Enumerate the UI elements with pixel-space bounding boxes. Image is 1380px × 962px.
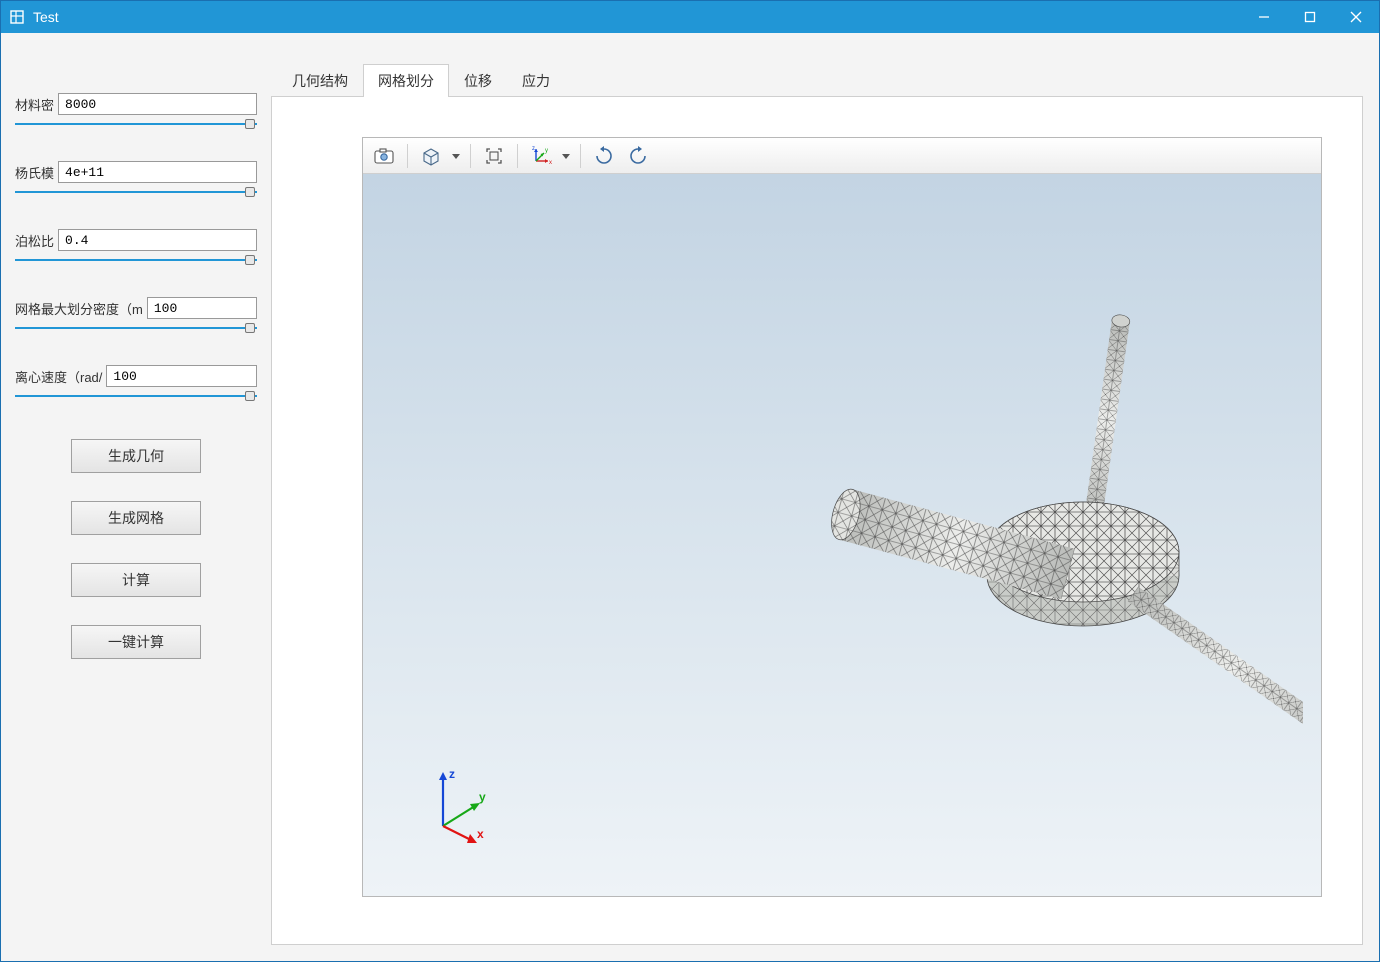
- rotate-cw-icon[interactable]: [589, 142, 619, 170]
- mesh-max-density-input[interactable]: [147, 297, 257, 319]
- tab-geometry[interactable]: 几何结构: [277, 64, 363, 97]
- app-window: Test 材料密 杨氏模: [0, 0, 1380, 962]
- svg-text:y: y: [545, 148, 548, 154]
- material-density-label: 材料密: [15, 95, 54, 114]
- tab-mesh[interactable]: 网格划分: [363, 64, 449, 97]
- toolbar-separator: [470, 144, 471, 168]
- param-centrifugal-speed: 离心速度（rad/: [15, 365, 257, 387]
- param-youngs-modulus: 杨氏模: [15, 161, 257, 183]
- axis-triad-icon[interactable]: x z y: [526, 142, 556, 170]
- window-title: Test: [33, 9, 59, 25]
- view-cube-icon[interactable]: [416, 142, 446, 170]
- param-material-density: 材料密: [15, 93, 257, 115]
- 3d-viewer: x z y: [362, 137, 1322, 897]
- mesh-max-density-slider[interactable]: [15, 321, 257, 335]
- compute-button[interactable]: 计算: [71, 563, 201, 597]
- main-content: 几何结构 网格划分 位移 应力: [271, 33, 1379, 961]
- youngs-modulus-slider[interactable]: [15, 185, 257, 199]
- axis-dropdown-icon[interactable]: [560, 142, 572, 170]
- rotate-ccw-icon[interactable]: [623, 142, 653, 170]
- orientation-triad-icon: z y x: [423, 766, 503, 846]
- maximize-button[interactable]: [1287, 1, 1333, 33]
- parameter-panel: 材料密 杨氏模 泊松比: [1, 33, 271, 961]
- mesh-model: [623, 294, 1303, 834]
- youngs-modulus-input[interactable]: [58, 161, 257, 183]
- svg-text:z: z: [532, 146, 535, 152]
- tab-content: x z y: [271, 97, 1363, 945]
- centrifugal-speed-slider[interactable]: [15, 389, 257, 403]
- tabbar: 几何结构 网格划分 位移 应力: [271, 63, 1363, 97]
- mesh-max-density-label: 网格最大划分密度（m: [15, 299, 143, 318]
- centrifugal-speed-input[interactable]: [106, 365, 257, 387]
- centrifugal-speed-label: 离心速度（rad/: [15, 367, 102, 386]
- youngs-modulus-label: 杨氏模: [15, 163, 54, 182]
- material-density-input[interactable]: [58, 93, 257, 115]
- tab-displacement[interactable]: 位移: [449, 64, 507, 97]
- generate-geometry-button[interactable]: 生成几何: [71, 439, 201, 473]
- toolbar-separator: [407, 144, 408, 168]
- triad-z-label: z: [449, 767, 455, 781]
- toolbar-separator: [580, 144, 581, 168]
- param-poisson-ratio: 泊松比: [15, 229, 257, 251]
- triad-y-label: y: [479, 790, 486, 804]
- titlebar: Test: [1, 1, 1379, 33]
- svg-text:x: x: [549, 160, 552, 166]
- toolbar-separator: [517, 144, 518, 168]
- viewer-toolbar: x z y: [363, 138, 1321, 174]
- app-icon: [9, 9, 25, 25]
- view-cube-dropdown-icon[interactable]: [450, 142, 462, 170]
- one-click-compute-button[interactable]: 一键计算: [71, 625, 201, 659]
- poisson-ratio-label: 泊松比: [15, 231, 54, 250]
- snapshot-icon[interactable]: [369, 142, 399, 170]
- poisson-ratio-input[interactable]: [58, 229, 257, 251]
- material-density-slider[interactable]: [15, 117, 257, 131]
- param-mesh-max-density: 网格最大划分密度（m: [15, 297, 257, 319]
- action-buttons: 生成几何 生成网格 计算 一键计算: [15, 439, 257, 659]
- close-button[interactable]: [1333, 1, 1379, 33]
- poisson-ratio-slider[interactable]: [15, 253, 257, 267]
- zoom-extents-icon[interactable]: [479, 142, 509, 170]
- client-area: 材料密 杨氏模 泊松比: [1, 33, 1379, 961]
- triad-x-label: x: [477, 827, 484, 841]
- tab-stress[interactable]: 应力: [507, 64, 565, 97]
- minimize-button[interactable]: [1241, 1, 1287, 33]
- 3d-canvas[interactable]: z y x: [363, 174, 1321, 896]
- generate-mesh-button[interactable]: 生成网格: [71, 501, 201, 535]
